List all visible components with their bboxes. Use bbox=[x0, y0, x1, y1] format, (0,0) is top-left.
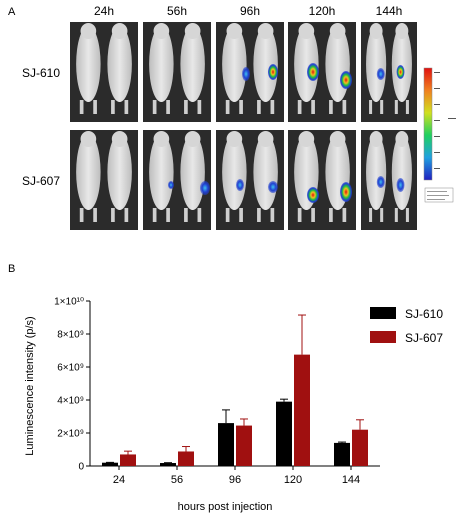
mouse-head bbox=[369, 23, 383, 39]
timepoint-label: 144h bbox=[375, 4, 403, 18]
image-tile-r1-c3 bbox=[288, 130, 356, 230]
mouse-head bbox=[80, 23, 97, 39]
luminescence-signal bbox=[268, 64, 278, 80]
legend-swatch-SJ-607 bbox=[370, 331, 396, 343]
x-tick-label: 96 bbox=[229, 474, 241, 486]
bar-SJ-610-120 bbox=[276, 401, 292, 466]
mouse-body bbox=[366, 26, 387, 102]
mouse-head bbox=[298, 131, 315, 147]
color-scale-bar bbox=[423, 67, 433, 181]
mouse-head bbox=[153, 131, 170, 147]
mouse-head bbox=[184, 23, 201, 39]
luminescence-signal bbox=[307, 63, 319, 81]
mouse-body bbox=[180, 134, 205, 210]
y-tick-label: 1×10¹⁰ bbox=[54, 297, 84, 308]
legend-swatch-SJ-610 bbox=[370, 307, 396, 319]
mouse-body bbox=[180, 26, 205, 102]
image-tile-r0-c1 bbox=[143, 22, 211, 122]
imaging-panel bbox=[70, 22, 456, 230]
mouse-head bbox=[184, 131, 201, 147]
y-tick-label: 2×10⁹ bbox=[57, 429, 84, 440]
bar-SJ-607-96 bbox=[236, 425, 252, 466]
y-tick-label: 0 bbox=[78, 462, 84, 473]
mouse-head bbox=[111, 23, 128, 39]
luminescence-signal bbox=[396, 178, 405, 192]
mouse-body bbox=[107, 134, 132, 210]
mouse-body bbox=[222, 134, 247, 210]
x-tick-label: 24 bbox=[113, 474, 125, 486]
mouse-head bbox=[226, 131, 243, 147]
legend-label-SJ-610: SJ-610 bbox=[405, 307, 443, 321]
timepoint-label: 56h bbox=[166, 4, 188, 18]
bar-SJ-607-24 bbox=[120, 454, 136, 466]
legend-label-SJ-607: SJ-607 bbox=[405, 331, 443, 345]
panel-b-label: B bbox=[8, 263, 16, 275]
x-tick-label: 56 bbox=[171, 474, 183, 486]
luminescence-signal bbox=[376, 176, 385, 188]
luminescence-signal bbox=[340, 182, 352, 202]
image-tile-r1-c4 bbox=[361, 130, 417, 230]
row-label-sj610: SJ-610 bbox=[22, 66, 61, 80]
timepoint-label: 24h bbox=[93, 4, 115, 18]
mouse-head bbox=[226, 23, 243, 39]
image-tile-r1-c2 bbox=[216, 130, 284, 230]
mouse-head bbox=[395, 131, 409, 147]
luminescence-signal bbox=[340, 71, 352, 89]
mouse-body bbox=[391, 26, 412, 102]
x-axis-label: hours post injection bbox=[177, 501, 273, 513]
bar-SJ-607-56 bbox=[178, 451, 194, 466]
mouse-head bbox=[298, 23, 315, 39]
image-tile-r1-c1 bbox=[143, 130, 211, 230]
image-tile-r0-c3 bbox=[288, 22, 356, 122]
x-tick-label: 120 bbox=[284, 474, 302, 486]
luminescence-signal bbox=[396, 65, 405, 79]
mouse-body bbox=[76, 134, 101, 210]
mouse-body bbox=[294, 26, 319, 102]
bar-SJ-610-56 bbox=[160, 463, 176, 466]
luminescence-signal bbox=[168, 181, 174, 189]
mouse-body bbox=[76, 26, 101, 102]
luminescence-signal bbox=[376, 68, 385, 80]
bar-SJ-607-144 bbox=[352, 429, 368, 466]
image-tile-r1-c0 bbox=[70, 130, 138, 230]
mouse-body bbox=[253, 26, 278, 102]
mouse-head bbox=[257, 131, 274, 147]
luminescence-signal bbox=[307, 187, 319, 203]
mouse-body bbox=[149, 134, 174, 210]
luminescence-signal bbox=[242, 67, 250, 81]
bar-SJ-610-96 bbox=[218, 423, 234, 466]
y-axis-label: Luminescence intensity (p/s) bbox=[24, 316, 36, 456]
mouse-head bbox=[257, 23, 274, 39]
mouse-head bbox=[329, 131, 346, 147]
y-tick-label: 4×10⁹ bbox=[57, 396, 84, 407]
image-tile-r0-c0 bbox=[70, 22, 138, 122]
mouse-head bbox=[111, 131, 128, 147]
timepoint-label: 120h bbox=[308, 4, 336, 18]
mouse-body bbox=[149, 26, 174, 102]
mouse-body bbox=[107, 26, 132, 102]
mouse-body bbox=[366, 134, 387, 210]
mouse-body bbox=[222, 26, 247, 102]
mouse-head bbox=[80, 131, 97, 147]
y-tick-label: 8×10⁹ bbox=[57, 330, 84, 341]
bar-SJ-610-24 bbox=[102, 462, 118, 466]
x-tick-label: 144 bbox=[342, 474, 360, 486]
mouse-head bbox=[153, 23, 170, 39]
luminescence-signal bbox=[200, 181, 210, 195]
image-tile-r0-c4 bbox=[361, 22, 417, 122]
panel-a-label: A bbox=[8, 6, 16, 18]
y-tick-label: 6×10⁹ bbox=[57, 363, 84, 374]
mouse-head bbox=[329, 23, 346, 39]
bar-SJ-607-120 bbox=[294, 354, 310, 466]
mouse-head bbox=[395, 23, 409, 39]
row-label-sj607: SJ-607 bbox=[22, 174, 61, 188]
luminescence-signal bbox=[268, 181, 278, 193]
timepoint-label: 96h bbox=[239, 4, 261, 18]
bar-SJ-610-144 bbox=[334, 442, 350, 466]
image-tile-r0-c2 bbox=[216, 22, 284, 122]
mouse-body bbox=[391, 134, 412, 210]
luminescence-signal bbox=[236, 179, 244, 191]
mouse-head bbox=[369, 131, 383, 147]
